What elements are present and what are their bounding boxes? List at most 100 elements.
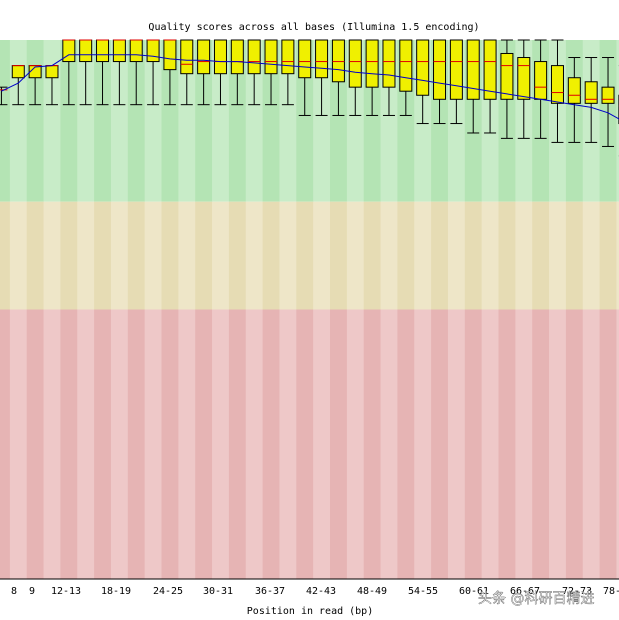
band-poor-col: [515, 309, 533, 579]
x-tick-label: 54-55: [408, 586, 438, 597]
box-iqr: [197, 39, 211, 75]
band-poor-col: [178, 309, 196, 579]
band-good-col: [26, 40, 45, 202]
band-poor-col: [599, 309, 617, 579]
band-reasonable-col: [262, 201, 280, 310]
box-iqr: [281, 39, 295, 75]
band-good-col: [178, 40, 196, 202]
band-reasonable-col: [94, 201, 112, 310]
band-poor-col: [616, 309, 619, 579]
x-tick-label: 18-19: [101, 586, 131, 597]
box-iqr: [129, 39, 143, 63]
band-reasonable-col: [296, 201, 314, 310]
box-iqr: [180, 39, 194, 75]
band-poor-col: [464, 309, 483, 579]
band-reasonable-col: [565, 201, 584, 310]
band-good-col: [127, 40, 146, 202]
chart-title: Quality scores across all bases (Illumin…: [148, 22, 479, 33]
band-good-col: [94, 40, 112, 202]
band-reasonable-col: [447, 201, 466, 310]
band-reasonable-col: [60, 201, 78, 310]
band-poor-col: [313, 309, 331, 579]
x-axis-ticks: 8 9 12-13 18-19 24-25 30-31 36-37 42-43 48-49 54-…: [11, 586, 619, 597]
band-good-col: [60, 40, 78, 202]
box-iqr: [348, 39, 362, 88]
band-good-col: [43, 40, 61, 202]
band-poor-col: [212, 309, 230, 579]
mean-quality-line: [1, 54, 619, 120]
band-good-col: [195, 40, 213, 202]
band-poor-col: [582, 309, 601, 579]
band-good-col: [144, 40, 162, 202]
band-good-col: [262, 40, 280, 202]
box-iqr: [331, 39, 345, 83]
box-iqr: [96, 39, 110, 63]
x-tick-label: 72-73: [562, 586, 592, 597]
band-reasonable-col: [77, 201, 95, 310]
band-poor-col: [94, 309, 112, 579]
band-reasonable-col: [549, 201, 567, 310]
box-iqr: [79, 39, 93, 63]
mean-line-path: [1, 54, 619, 120]
band-poor-col: [9, 309, 28, 579]
band-poor-col: [549, 309, 567, 579]
band-reasonable-col: [431, 201, 449, 310]
band-poor-col: [498, 309, 516, 579]
band-reasonable-col: [0, 201, 11, 310]
band-good-col: [313, 40, 331, 202]
box-iqr: [382, 39, 396, 88]
box-iqr: [365, 39, 379, 88]
watermark-text: 头条 @科研百精进: [478, 590, 594, 607]
band-poor-col: [431, 309, 449, 579]
box-iqr: [11, 65, 25, 79]
box-iqr: [483, 39, 497, 100]
band-good-col: [77, 40, 95, 202]
box-iqr: [416, 39, 430, 96]
band-poor-col: [228, 309, 247, 579]
box-iqr: [584, 81, 598, 104]
band-good-col: [228, 40, 247, 202]
band-poor-col: [77, 309, 95, 579]
band-poor-col: [60, 309, 78, 579]
band-reasonable-col: [228, 201, 247, 310]
band-reasonable-col: [212, 201, 230, 310]
band-reasonable-col: [363, 201, 382, 310]
band-poor-col: [279, 309, 297, 579]
box-iqr: [466, 39, 480, 100]
band-reasonable-col: [245, 201, 264, 310]
x-tick-label: 24-25: [153, 586, 183, 597]
band-good-col: [616, 40, 619, 202]
box-iqr: [45, 65, 59, 79]
box-iqr: [213, 39, 227, 75]
box-iqr: [146, 39, 160, 63]
box-iqr: [62, 39, 76, 63]
x-tick-label: 42-43: [306, 586, 336, 597]
band-poor-col: [565, 309, 584, 579]
band-reasonable-col: [195, 201, 213, 310]
band-reasonable-col: [481, 201, 499, 310]
band-reasonable-col: [144, 201, 162, 310]
box-iqr: [550, 65, 564, 104]
band-poor-col: [43, 309, 61, 579]
band-poor-col: [127, 309, 146, 579]
band-poor-col: [161, 309, 179, 579]
box-iqr: [500, 52, 514, 100]
band-poor-col: [296, 309, 314, 579]
band-reasonable-col: [26, 201, 45, 310]
band-reasonable-col: [178, 201, 196, 310]
x-tick-label: 30-31: [203, 586, 233, 597]
band-reasonable-col: [313, 201, 331, 310]
band-reasonable-col: [330, 201, 348, 310]
band-reasonable-col: [464, 201, 483, 310]
band-reasonable-col: [9, 201, 28, 310]
box-iqr: [433, 39, 447, 100]
box-iqr: [247, 39, 261, 75]
band-poor-col: [144, 309, 162, 579]
band-reasonable-col: [43, 201, 61, 310]
band-poor-col: [397, 309, 415, 579]
box-iqr: [315, 39, 329, 79]
band-good-col: [279, 40, 297, 202]
band-good-col: [110, 40, 129, 202]
band-poor-col: [330, 309, 348, 579]
